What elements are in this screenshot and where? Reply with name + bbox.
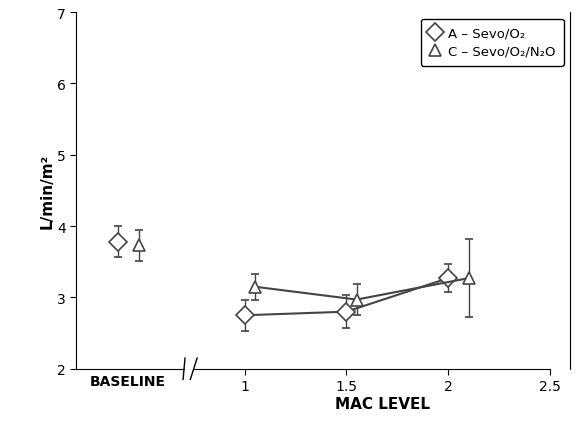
Y-axis label: L/min/m²: L/min/m² bbox=[39, 154, 54, 228]
Legend: A – Sevo/O₂, C – Sevo/O₂/N₂O: A – Sevo/O₂, C – Sevo/O₂/N₂O bbox=[420, 20, 564, 66]
X-axis label: MAC LEVEL: MAC LEVEL bbox=[335, 396, 430, 411]
